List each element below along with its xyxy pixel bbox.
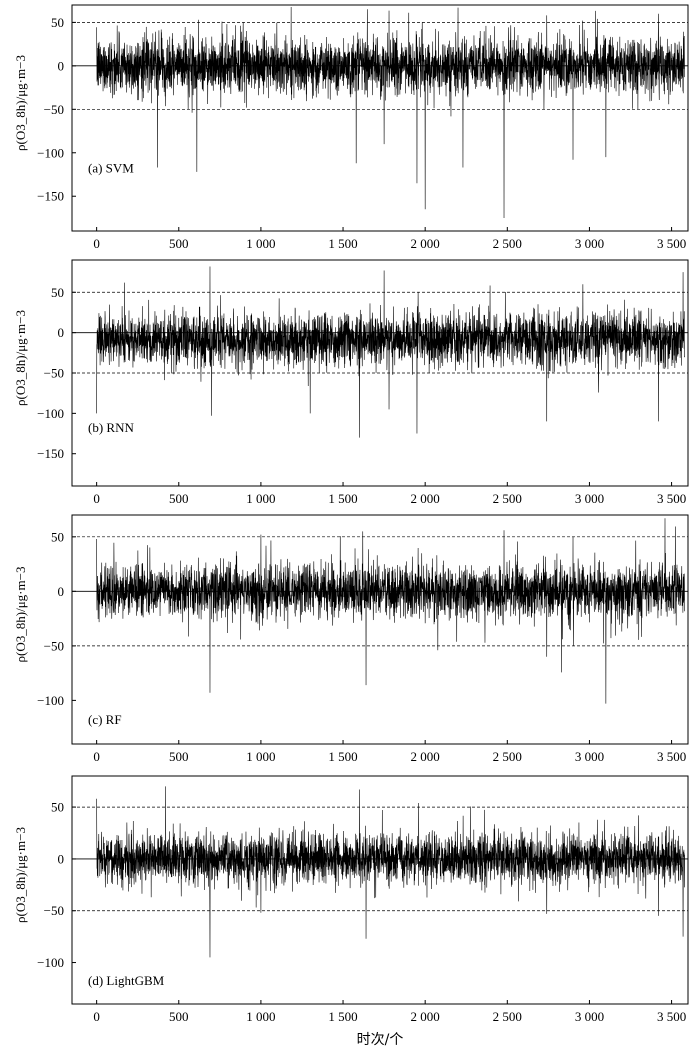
panel-label: (c) RF [88,712,122,727]
x-tick-label: 3 500 [657,749,686,764]
plot-frame [71,4,689,232]
y-tick-label: −150 [37,189,64,204]
chart-panel-4: 0 500 1 000 1 500 2 000 2 500 3 000 3 500500−50… [13,775,689,1024]
x-tick-label: 3 500 [657,491,686,506]
x-tick-label: 1 500 [328,236,357,251]
y-axis-label: ρ(O3_8h)/μg·m−3 [13,55,28,151]
x-tick-label: 500 [169,491,189,506]
plot-frame [71,514,689,745]
y-tick-label: −100 [37,693,64,708]
y-tick-label: 50 [51,800,64,815]
x-tick-label: 3 000 [575,491,604,506]
y-tick-label: −100 [37,406,64,421]
y-tick-label: −50 [44,102,64,117]
chart-panel-1: 0 500 1 000 1 500 2 000 2 500 3 000 3 500500−50… [13,4,689,251]
series-line [96,786,685,958]
series-line [96,6,685,218]
x-tick-label: 2 500 [493,749,522,764]
y-tick-label: 0 [58,851,65,866]
y-tick-label: 50 [51,15,64,30]
x-tick-label: 2 500 [493,491,522,506]
y-tick-label: −50 [44,903,64,918]
panels-container: 0 500 1 000 1 500 2 000 2 500 3 000 3 500500−50… [13,4,689,1024]
x-tick-label: 1 500 [328,749,357,764]
x-axis-label: 时次/个 [357,1032,404,1048]
y-tick-label: −150 [37,446,64,461]
x-tick-label: 1 000 [246,1009,275,1024]
y-axis-label: ρ(O3_8h)/μg·m−3 [13,310,28,406]
x-tick-label: 2 000 [411,236,440,251]
y-tick-label: 0 [58,584,65,599]
series-line [96,518,685,704]
x-tick-label: 1 000 [246,749,275,764]
x-tick-label: 2 000 [411,749,440,764]
x-tick-label: 2 500 [493,1009,522,1024]
x-tick-label: 3 500 [657,236,686,251]
y-tick-label: −50 [44,638,64,653]
x-tick-label: 0 [93,491,100,506]
x-tick-label: 500 [169,1009,189,1024]
y-tick-label: 50 [51,529,64,544]
y-tick-label: −100 [37,145,64,160]
y-tick-label: −100 [37,955,64,970]
x-tick-label: 2 000 [411,491,440,506]
y-tick-label: −50 [44,366,64,381]
plot-frame [71,775,689,1005]
x-tick-label: 2 500 [493,236,522,251]
chart-panel-2: 0 500 1 000 1 500 2 000 2 500 3 000 3 500500−50… [13,259,689,506]
y-axis-label: ρ(O3_8h)/μg·m−3 [13,567,28,663]
x-tick-label: 1 500 [328,1009,357,1024]
panel-label: (d) LightGBM [88,973,165,988]
x-tick-label: 0 [93,749,100,764]
y-tick-label: 0 [58,325,65,340]
x-tick-label: 500 [169,749,189,764]
chart-panel-3: 0 500 1 000 1 500 2 000 2 500 3 000 3 500500−50… [13,514,689,764]
x-tick-label: 1 000 [246,236,275,251]
x-tick-label: 3 000 [575,236,604,251]
x-tick-label: 3 000 [575,749,604,764]
y-tick-label: 50 [51,285,64,300]
series-line [96,266,685,438]
x-tick-label: 2 000 [411,1009,440,1024]
x-tick-label: 1 000 [246,491,275,506]
panel-label: (b) RNN [88,420,134,435]
y-tick-label: 0 [58,58,65,73]
x-tick-label: 0 [93,236,100,251]
x-tick-label: 3 500 [657,1009,686,1024]
x-tick-label: 3 000 [575,1009,604,1024]
x-tick-label: 500 [169,236,189,251]
y-axis-label: ρ(O3_8h)/μg·m−3 [13,827,28,923]
panel-label: (a) SVM [88,160,134,175]
x-tick-label: 0 [93,1009,100,1024]
x-tick-label: 1 500 [328,491,357,506]
